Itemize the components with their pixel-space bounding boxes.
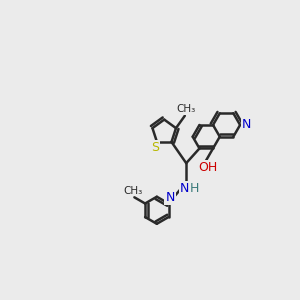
Text: N: N (165, 190, 175, 203)
Text: CH₃: CH₃ (123, 186, 142, 196)
Text: S: S (152, 141, 160, 154)
Text: N: N (242, 118, 251, 131)
Text: CH₃: CH₃ (177, 104, 196, 114)
Text: H: H (190, 182, 199, 195)
Text: N: N (180, 182, 189, 195)
Text: OH: OH (198, 161, 218, 174)
